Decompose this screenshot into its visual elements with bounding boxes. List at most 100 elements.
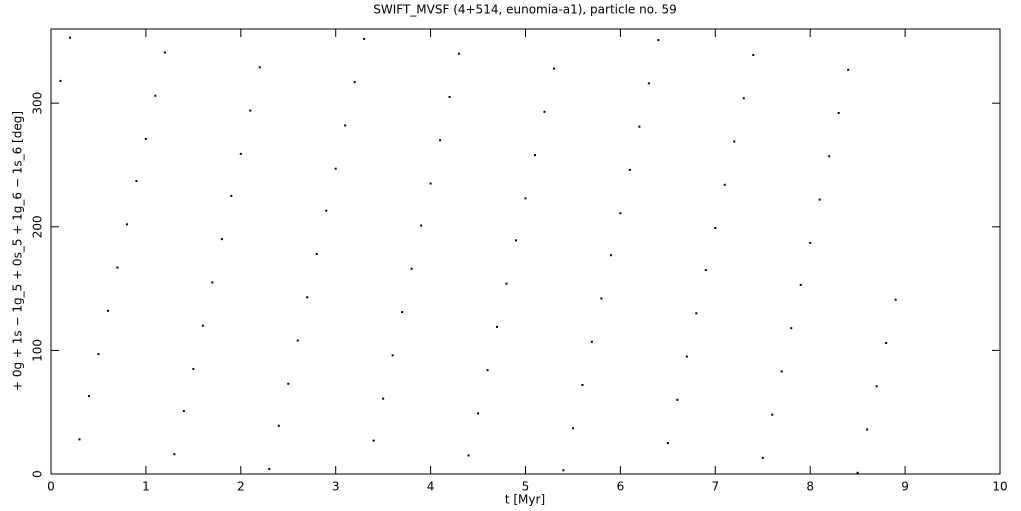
point	[837, 112, 840, 115]
point	[135, 180, 138, 183]
point	[533, 154, 536, 157]
point	[59, 79, 62, 82]
point	[647, 82, 650, 85]
point	[780, 370, 783, 373]
point	[799, 283, 802, 286]
point	[486, 369, 489, 372]
point	[344, 124, 347, 127]
point	[106, 309, 109, 312]
point	[505, 282, 508, 285]
point	[875, 385, 878, 388]
point	[277, 424, 280, 427]
x-tick-label: 0	[47, 480, 55, 494]
point	[657, 39, 660, 42]
y-tick-label: 0	[31, 470, 45, 478]
x-tick-label: 7	[711, 480, 719, 494]
point	[325, 209, 328, 212]
point	[496, 325, 499, 328]
point	[182, 409, 185, 412]
point	[676, 398, 679, 401]
point	[619, 212, 622, 215]
x-tick-label: 9	[901, 480, 909, 494]
point	[391, 354, 394, 357]
x-tick-label: 6	[617, 480, 625, 494]
x-tick-label: 10	[992, 480, 1007, 494]
point	[230, 194, 233, 197]
x-tick-label: 8	[806, 480, 814, 494]
plot-frame	[50, 28, 1001, 475]
point	[144, 138, 147, 141]
point	[818, 198, 821, 201]
point	[543, 110, 546, 113]
point	[742, 97, 745, 100]
point	[249, 109, 252, 112]
point	[695, 312, 698, 315]
point	[420, 224, 423, 227]
x-tick-label: 1	[142, 480, 150, 494]
point	[268, 468, 271, 471]
point	[211, 281, 214, 284]
point	[87, 395, 90, 398]
point	[401, 311, 404, 314]
point	[239, 152, 242, 155]
point	[68, 36, 71, 39]
point	[410, 267, 413, 270]
point	[116, 266, 119, 269]
point	[752, 53, 755, 56]
point	[429, 182, 432, 185]
point	[78, 438, 81, 441]
point	[552, 67, 555, 70]
point	[628, 168, 631, 171]
point	[761, 456, 764, 459]
point	[828, 155, 831, 158]
y-tick-label: 200	[31, 215, 45, 238]
point	[790, 327, 793, 330]
x-tick-label: 4	[427, 480, 435, 494]
y-tick-label: 300	[31, 92, 45, 115]
point	[847, 68, 850, 71]
point	[638, 125, 641, 128]
point	[353, 81, 356, 84]
point	[685, 355, 688, 358]
point	[372, 439, 375, 442]
point	[173, 453, 176, 456]
point	[733, 140, 736, 143]
point	[467, 454, 470, 457]
point	[666, 442, 669, 445]
point	[515, 239, 518, 242]
x-tick-label: 3	[332, 480, 340, 494]
point	[287, 382, 290, 385]
point	[704, 269, 707, 272]
point	[315, 252, 318, 255]
point	[192, 367, 195, 370]
point	[458, 52, 461, 55]
point	[866, 428, 869, 431]
point	[477, 412, 480, 415]
point	[771, 413, 774, 416]
point	[524, 197, 527, 200]
chart-title: SWIFT_MVSF (4+514, eunomia-a1), particle…	[373, 3, 677, 17]
point	[609, 254, 612, 257]
point	[334, 167, 337, 170]
point	[306, 296, 309, 299]
point	[97, 353, 100, 356]
point	[154, 94, 157, 97]
point	[581, 384, 584, 386]
point	[600, 297, 603, 300]
point	[885, 341, 888, 344]
point	[363, 37, 366, 40]
y-axis-label: + 0g + 1s − 1g_5 + 0s_5 + 1g_6 − 1s_6 [d…	[11, 111, 25, 391]
point	[448, 95, 451, 98]
point	[714, 227, 717, 230]
point	[296, 339, 299, 342]
point	[163, 51, 166, 54]
point	[201, 324, 204, 327]
point	[562, 469, 565, 472]
point	[125, 223, 128, 226]
point	[439, 139, 442, 142]
x-tick-label: 2	[237, 480, 245, 494]
point	[894, 298, 897, 301]
point	[809, 241, 812, 244]
x-tick-label: 5	[522, 480, 530, 494]
